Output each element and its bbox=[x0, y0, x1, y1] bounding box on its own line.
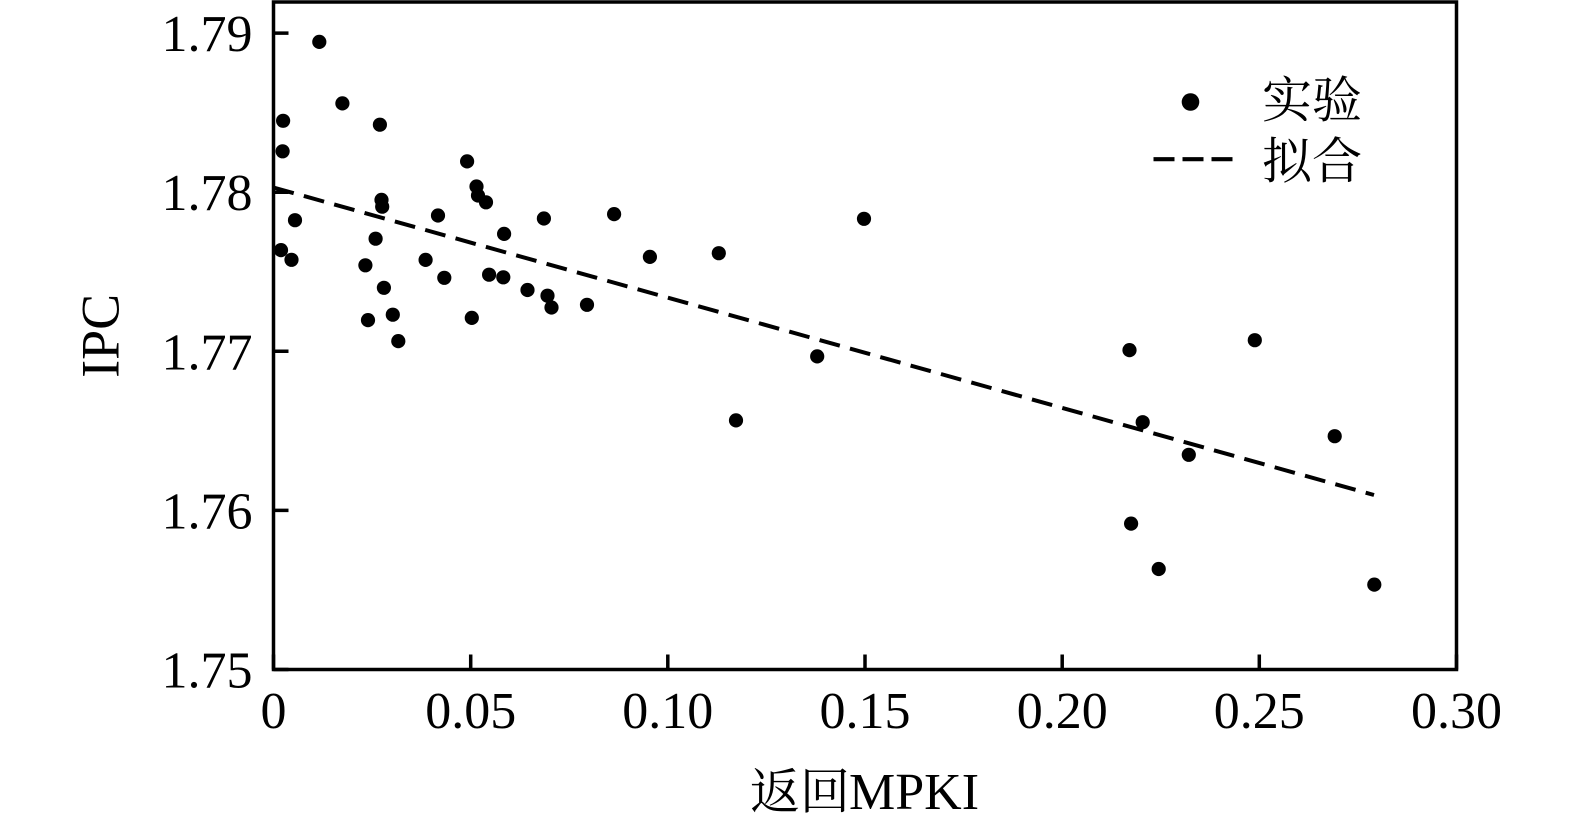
svg-text:0.25: 0.25 bbox=[1214, 683, 1305, 740]
svg-text:0.30: 0.30 bbox=[1411, 683, 1502, 740]
svg-text:MPKI: MPKI bbox=[849, 764, 979, 821]
svg-text:1.76: 1.76 bbox=[162, 483, 253, 540]
svg-text:1.75: 1.75 bbox=[162, 643, 253, 700]
svg-text:0.05: 0.05 bbox=[425, 683, 516, 740]
svg-text:1.77: 1.77 bbox=[162, 324, 253, 381]
svg-text:IPC: IPC bbox=[71, 294, 131, 378]
svg-text:0: 0 bbox=[261, 683, 287, 740]
svg-text:0.10: 0.10 bbox=[622, 683, 713, 740]
svg-text:1.79: 1.79 bbox=[162, 6, 253, 63]
svg-text:1.78: 1.78 bbox=[162, 165, 253, 222]
svg-text:0.20: 0.20 bbox=[1017, 683, 1108, 740]
svg-text:0.15: 0.15 bbox=[820, 683, 911, 740]
